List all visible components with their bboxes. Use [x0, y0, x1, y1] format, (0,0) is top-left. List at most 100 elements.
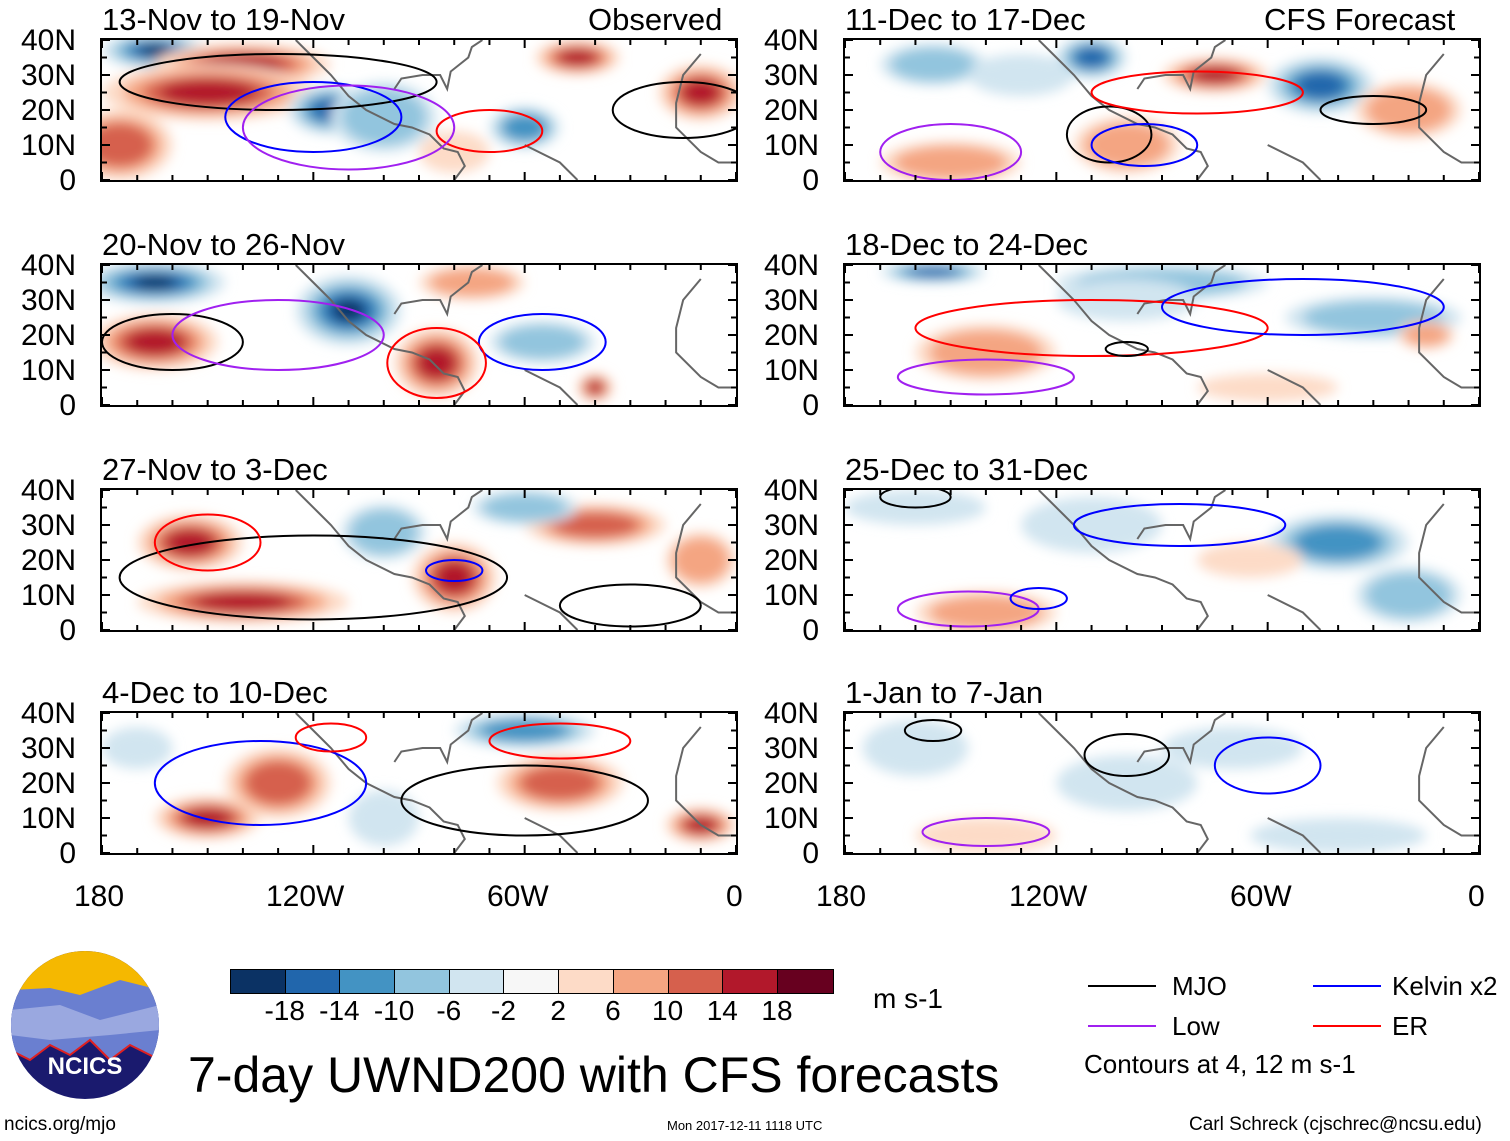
- legend-mjo-line: [1088, 985, 1156, 987]
- anomaly-region: [520, 765, 600, 801]
- coastline: [295, 490, 466, 630]
- contour-kelvin: [224, 81, 403, 153]
- legend-mjo: MJO: [1172, 971, 1227, 1001]
- map-panel: [843, 488, 1481, 632]
- anomaly-region: [929, 595, 1043, 630]
- contour-low: [896, 358, 1075, 396]
- anomaly-region: [102, 123, 153, 167]
- colorbar-label: -14: [319, 995, 360, 1026]
- contour-note: Contours at 4, 12 m s-1: [1084, 1049, 1356, 1079]
- map-panel: [843, 711, 1481, 855]
- map-panel: [100, 38, 738, 182]
- contour-kelvin: [1161, 278, 1445, 336]
- contour-low: [241, 84, 456, 171]
- contour-mjo: [118, 53, 438, 111]
- map-panel: [843, 263, 1481, 407]
- coastline: [1136, 713, 1226, 766]
- contour-mjo: [1065, 105, 1153, 164]
- contour-mjo: [1319, 95, 1428, 125]
- panel-title: 13-Nov to 19-Nov: [102, 2, 345, 37]
- contour-er: [488, 722, 632, 760]
- anomaly-region: [1084, 122, 1170, 168]
- coastline: [524, 594, 579, 630]
- lat-label: 20N: [763, 319, 819, 352]
- anomaly-region: [1366, 572, 1451, 618]
- anomaly-region: [341, 89, 427, 145]
- contour-mjo: [1104, 341, 1149, 357]
- lat-label: 10N: [20, 579, 76, 612]
- anomaly-region: [435, 561, 474, 594]
- lat-label: 30N: [763, 59, 819, 92]
- anomaly-region: [929, 330, 1043, 375]
- colorbar-label: 14: [706, 995, 738, 1026]
- coastline: [1418, 503, 1479, 614]
- anomaly-region: [968, 54, 1074, 96]
- panel-title: 1-Jan to 7-Jan: [845, 675, 1044, 710]
- anomaly-region: [480, 719, 569, 742]
- contour-mjo: [400, 764, 649, 837]
- lat-label: 40N: [20, 697, 76, 730]
- panel-title: 27-Nov to 3-Dec: [102, 452, 328, 487]
- lat-label: 30N: [20, 509, 76, 542]
- coastline: [1267, 817, 1322, 853]
- coastline: [1038, 490, 1209, 630]
- lat-label: 20N: [20, 544, 76, 577]
- colorbar-label: -18: [264, 995, 305, 1026]
- anomaly-region: [890, 47, 976, 82]
- anomaly-region: [349, 509, 418, 555]
- anomaly-region: [1296, 72, 1345, 99]
- anomaly-region: [195, 592, 291, 612]
- anomaly-region: [551, 511, 639, 539]
- colorbar-swatch: [395, 970, 450, 993]
- anomaly-region: [500, 325, 585, 359]
- anomaly-region: [1294, 525, 1382, 560]
- coastline: [1136, 40, 1226, 93]
- coastline: [675, 53, 736, 164]
- map-panel: [100, 711, 738, 855]
- coastline: [393, 265, 483, 318]
- observed-label: Observed: [588, 2, 723, 37]
- lat-label: 0: [59, 389, 76, 422]
- anomaly-region: [894, 145, 1008, 180]
- logo-text: NCICS: [48, 1053, 123, 1080]
- legend-low: Low: [1172, 1011, 1220, 1041]
- contour-kelvin: [1213, 736, 1322, 795]
- colorbar-swatch: [285, 970, 341, 993]
- colorbar-label: 2: [550, 995, 566, 1026]
- source-url[interactable]: ncics.org/mjo: [4, 1114, 116, 1135]
- lat-label: 40N: [763, 24, 819, 57]
- lat-label: 30N: [763, 509, 819, 542]
- lat-label: 10N: [20, 354, 76, 387]
- coastline: [1418, 726, 1479, 837]
- legend-low-line: [1088, 1025, 1156, 1027]
- colorbar-units: m s-1: [873, 983, 943, 1014]
- lat-label: 40N: [20, 24, 76, 57]
- panel-title: 20-Nov to 26-Nov: [102, 227, 345, 262]
- lat-label: 30N: [20, 284, 76, 317]
- lat-label: 20N: [20, 94, 76, 127]
- lat-label: 10N: [763, 579, 819, 612]
- contour-kelvin: [153, 740, 368, 826]
- anomaly-region: [587, 381, 604, 394]
- lon-label-left-180: 180: [74, 880, 125, 913]
- lat-label: 20N: [763, 767, 819, 800]
- colorbar-label: -6: [436, 995, 462, 1026]
- lat-label: 30N: [763, 732, 819, 765]
- credit: Carl Schreck (cjschrec@ncsu.edu): [1189, 1114, 1482, 1135]
- colorbar-swatch: [559, 970, 614, 993]
- contour-er: [435, 109, 544, 153]
- lon-label-left-60w: 60W: [487, 880, 549, 913]
- lat-label: 0: [59, 837, 76, 870]
- coastline: [393, 490, 483, 543]
- anomaly-region: [102, 727, 173, 769]
- coastline: [675, 503, 736, 614]
- lat-label: 30N: [763, 284, 819, 317]
- contour-mjo: [903, 719, 963, 742]
- ncics-logo: NCICS: [11, 951, 159, 1099]
- colorbar-swatch: [504, 970, 560, 993]
- anomaly-region: [332, 300, 365, 321]
- contour-mjo: [611, 81, 736, 139]
- lat-label: 0: [802, 614, 819, 647]
- coastline: [1418, 278, 1479, 389]
- lon-label-right-0: 0: [1468, 880, 1485, 913]
